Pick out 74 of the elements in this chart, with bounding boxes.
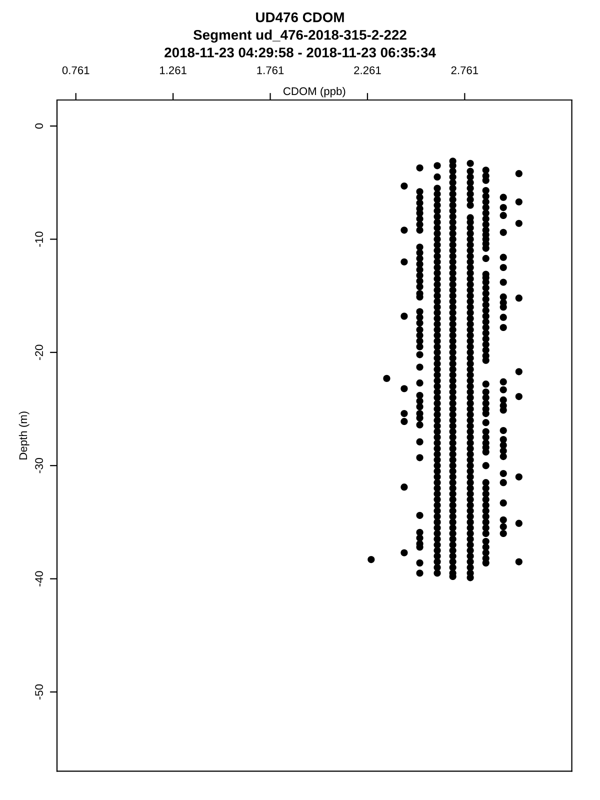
point <box>500 212 507 219</box>
point <box>500 470 507 478</box>
point <box>500 453 507 460</box>
point <box>500 254 507 261</box>
point <box>515 198 522 206</box>
point <box>400 312 408 320</box>
point <box>400 385 408 392</box>
point <box>500 228 507 236</box>
y-tick-label: -20 <box>35 344 43 360</box>
point <box>400 258 408 266</box>
point <box>400 484 408 491</box>
chart-title: UD476 CDOM <box>256 12 344 22</box>
y-tick-label: -50 <box>35 684 43 700</box>
point <box>416 283 424 290</box>
point <box>500 314 507 321</box>
point <box>416 421 424 428</box>
point <box>416 438 424 446</box>
point <box>416 570 424 577</box>
point <box>416 559 424 566</box>
point <box>500 523 507 530</box>
point <box>515 473 522 480</box>
point <box>400 226 408 234</box>
point <box>500 278 507 286</box>
point <box>416 512 424 519</box>
point <box>500 426 507 434</box>
point <box>400 549 408 556</box>
point <box>500 304 507 311</box>
point <box>416 319 424 327</box>
x-tick-label: 2.261 <box>354 66 381 74</box>
point <box>515 393 522 400</box>
y-tick-label: -10 <box>35 232 43 247</box>
point <box>416 351 424 358</box>
point <box>416 343 424 350</box>
point <box>515 220 522 227</box>
point <box>515 520 522 527</box>
point <box>500 436 507 444</box>
point <box>500 378 507 386</box>
point <box>500 324 507 332</box>
point <box>368 556 375 564</box>
point <box>500 406 507 414</box>
point <box>383 374 390 382</box>
point <box>416 364 424 371</box>
y-tick-label: -40 <box>35 571 43 586</box>
point <box>500 479 507 486</box>
y-axis-title: Depth (m) <box>18 412 30 460</box>
x-axis-title: CDOM (ppb) <box>283 86 346 98</box>
point <box>515 368 522 376</box>
point <box>416 403 424 410</box>
x-tick-label: 2.761 <box>451 66 478 74</box>
point <box>416 226 424 234</box>
point <box>416 454 424 462</box>
point <box>416 414 424 422</box>
chart-subtitle: Segment ud_476-2018-315-2-222 <box>193 30 406 43</box>
point <box>500 499 507 506</box>
point <box>500 204 507 212</box>
x-tick-label: 1.261 <box>160 66 186 74</box>
y-tick-label: 0 <box>35 123 43 129</box>
point <box>416 164 424 172</box>
x-tick-label: 0.761 <box>62 66 90 74</box>
point <box>515 170 522 178</box>
point <box>500 194 507 201</box>
point <box>500 386 507 394</box>
point <box>400 182 408 190</box>
point <box>400 418 408 425</box>
y-tick-label: -30 <box>35 458 43 474</box>
text: 2018-11-23 04:29:58 - 2018-11-23 06:35:34 <box>164 48 436 58</box>
point <box>500 530 507 538</box>
point <box>416 379 424 387</box>
point <box>500 516 507 524</box>
point <box>400 410 408 418</box>
point <box>500 264 507 272</box>
point <box>515 294 522 302</box>
point <box>515 558 522 566</box>
x-tick-label: 1.761 <box>257 66 284 74</box>
